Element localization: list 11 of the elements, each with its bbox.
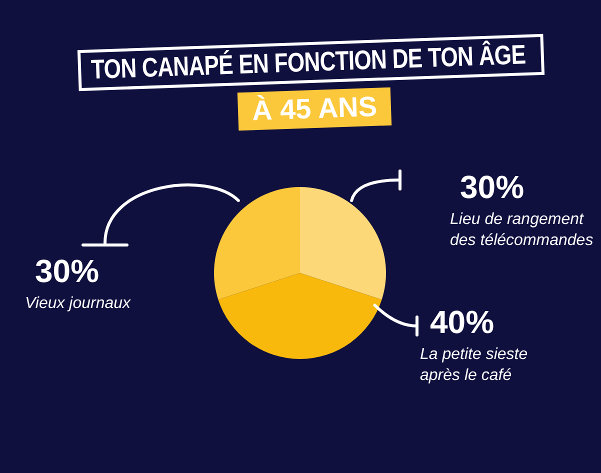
data-label: 30% bbox=[35, 253, 100, 289]
pie-slice bbox=[300, 187, 386, 300]
chart-title: TON CANAPÉ EN FONCTION DE TON ÂGE bbox=[90, 40, 526, 86]
pie-slice bbox=[214, 187, 300, 300]
pie-slice bbox=[218, 273, 382, 359]
chart-subtitle: À 45 ANS bbox=[251, 90, 378, 126]
slice-label: Vieux journaux bbox=[25, 295, 132, 312]
slice-label: Lieu de rangement des télécommandes bbox=[450, 211, 594, 249]
slice-label: La petite sieste après le café bbox=[420, 346, 528, 384]
data-label: 40% bbox=[430, 304, 494, 340]
data-label: 30% bbox=[460, 169, 524, 205]
